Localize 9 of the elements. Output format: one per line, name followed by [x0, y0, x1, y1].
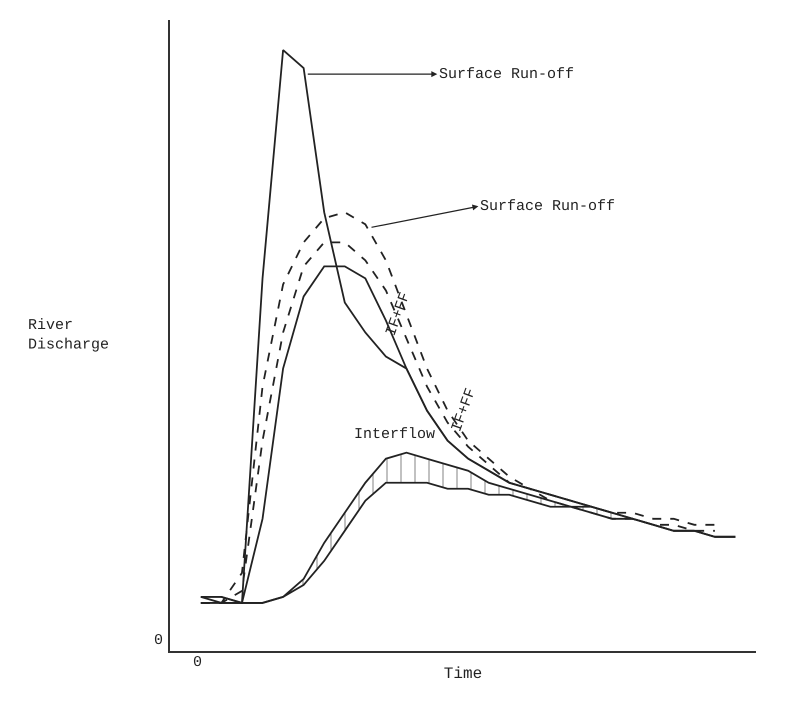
annotation: Surface Run-off [439, 66, 574, 83]
y-axis-title: River Discharge [28, 317, 110, 354]
text: 0 [154, 632, 164, 649]
text: 0 [193, 654, 202, 671]
annotation: Surface Run-off [480, 198, 616, 215]
annotation: IF+FF [448, 386, 480, 434]
annotation: Interflow [354, 426, 436, 443]
x-axis-title: Time [444, 664, 482, 683]
annotation: IF+FF [382, 290, 414, 338]
